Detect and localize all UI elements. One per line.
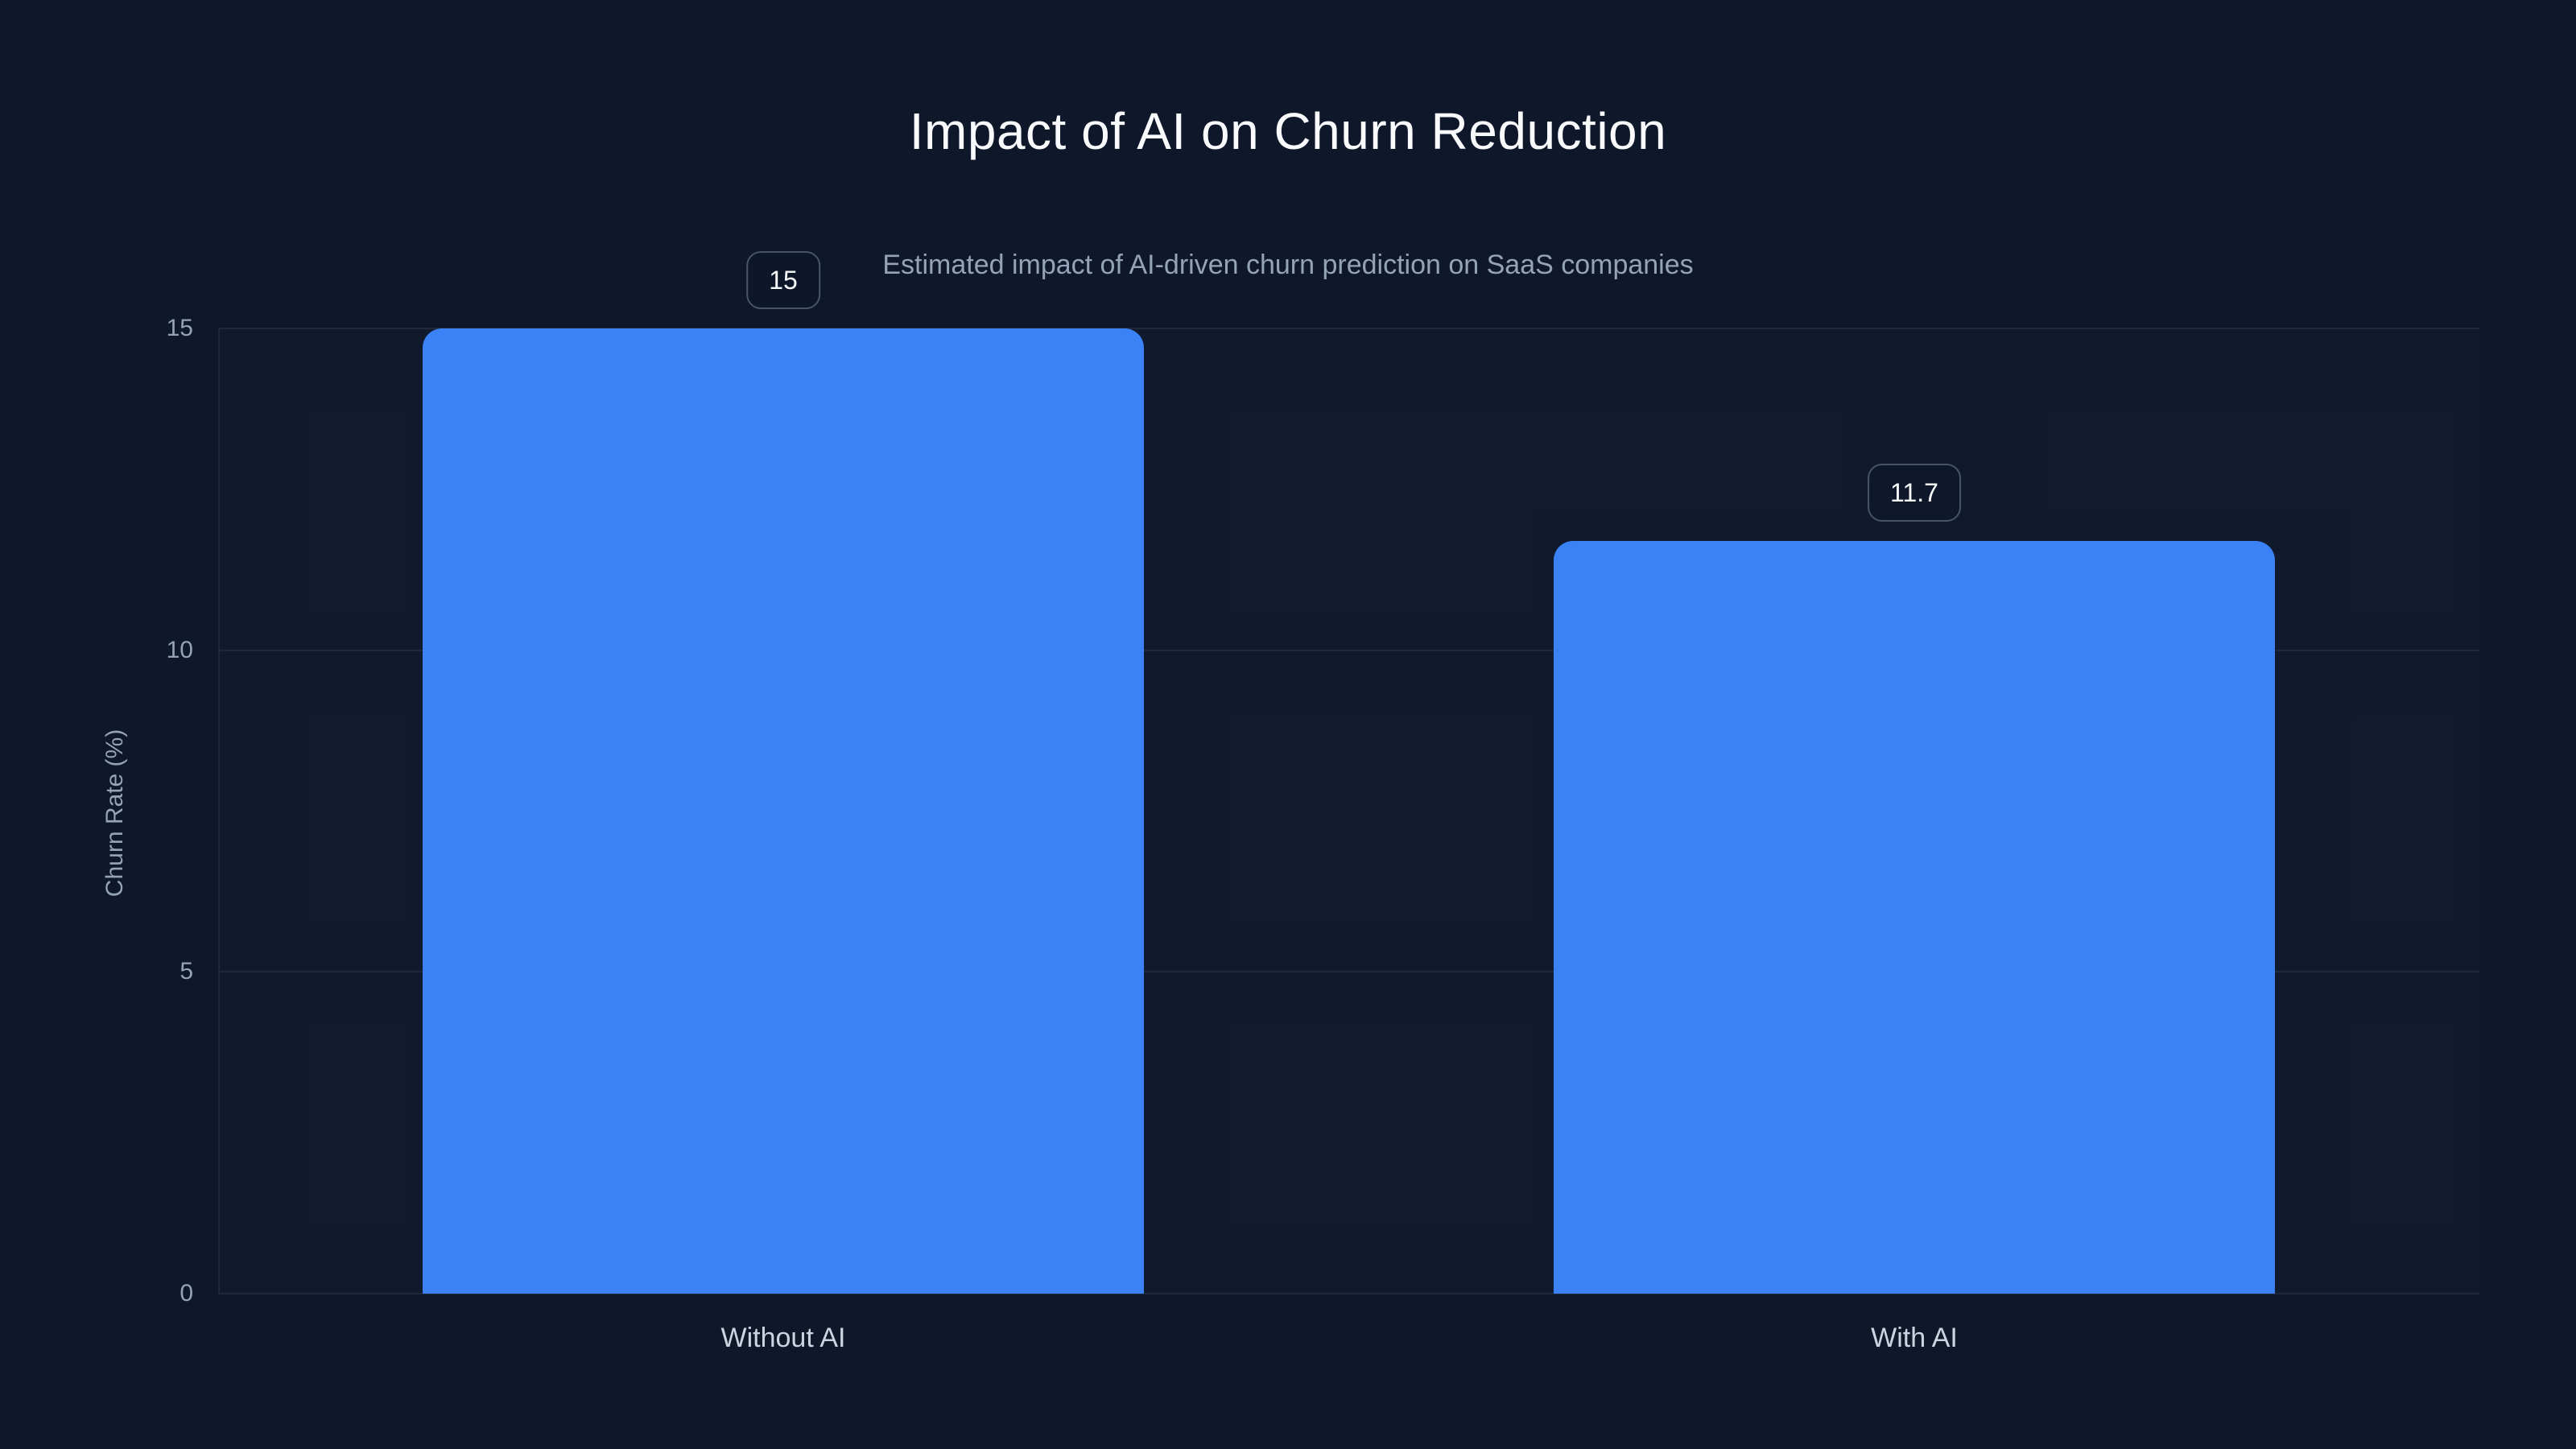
y-tick-label: 0 (180, 1280, 193, 1307)
value-badge: 11.7 (1868, 463, 1961, 522)
y-axis-line (218, 328, 220, 1294)
chart-title: Impact of AI on Churn Reduction (909, 102, 1667, 160)
chart-subtitle: Estimated impact of AI-driven churn pred… (882, 250, 1694, 280)
y-axis-title: Churn Rate (%) (101, 729, 128, 898)
x-axis-category-label: Without AI (720, 1323, 846, 1353)
gridline-y-5 (219, 971, 2479, 973)
y-tick-label: 15 (166, 315, 193, 341)
gridline-y-0 (219, 1293, 2479, 1294)
bar-without-ai[interactable] (423, 328, 1144, 1294)
y-tick-label: 10 (166, 636, 193, 663)
bar-with-ai[interactable] (1554, 540, 2275, 1294)
y-tick-label: 5 (180, 958, 193, 985)
gridline-y-10 (219, 649, 2479, 651)
value-badge: 15 (746, 251, 820, 309)
gridline-y-15 (219, 328, 2479, 329)
x-axis-category-label: With AI (1871, 1323, 1958, 1353)
